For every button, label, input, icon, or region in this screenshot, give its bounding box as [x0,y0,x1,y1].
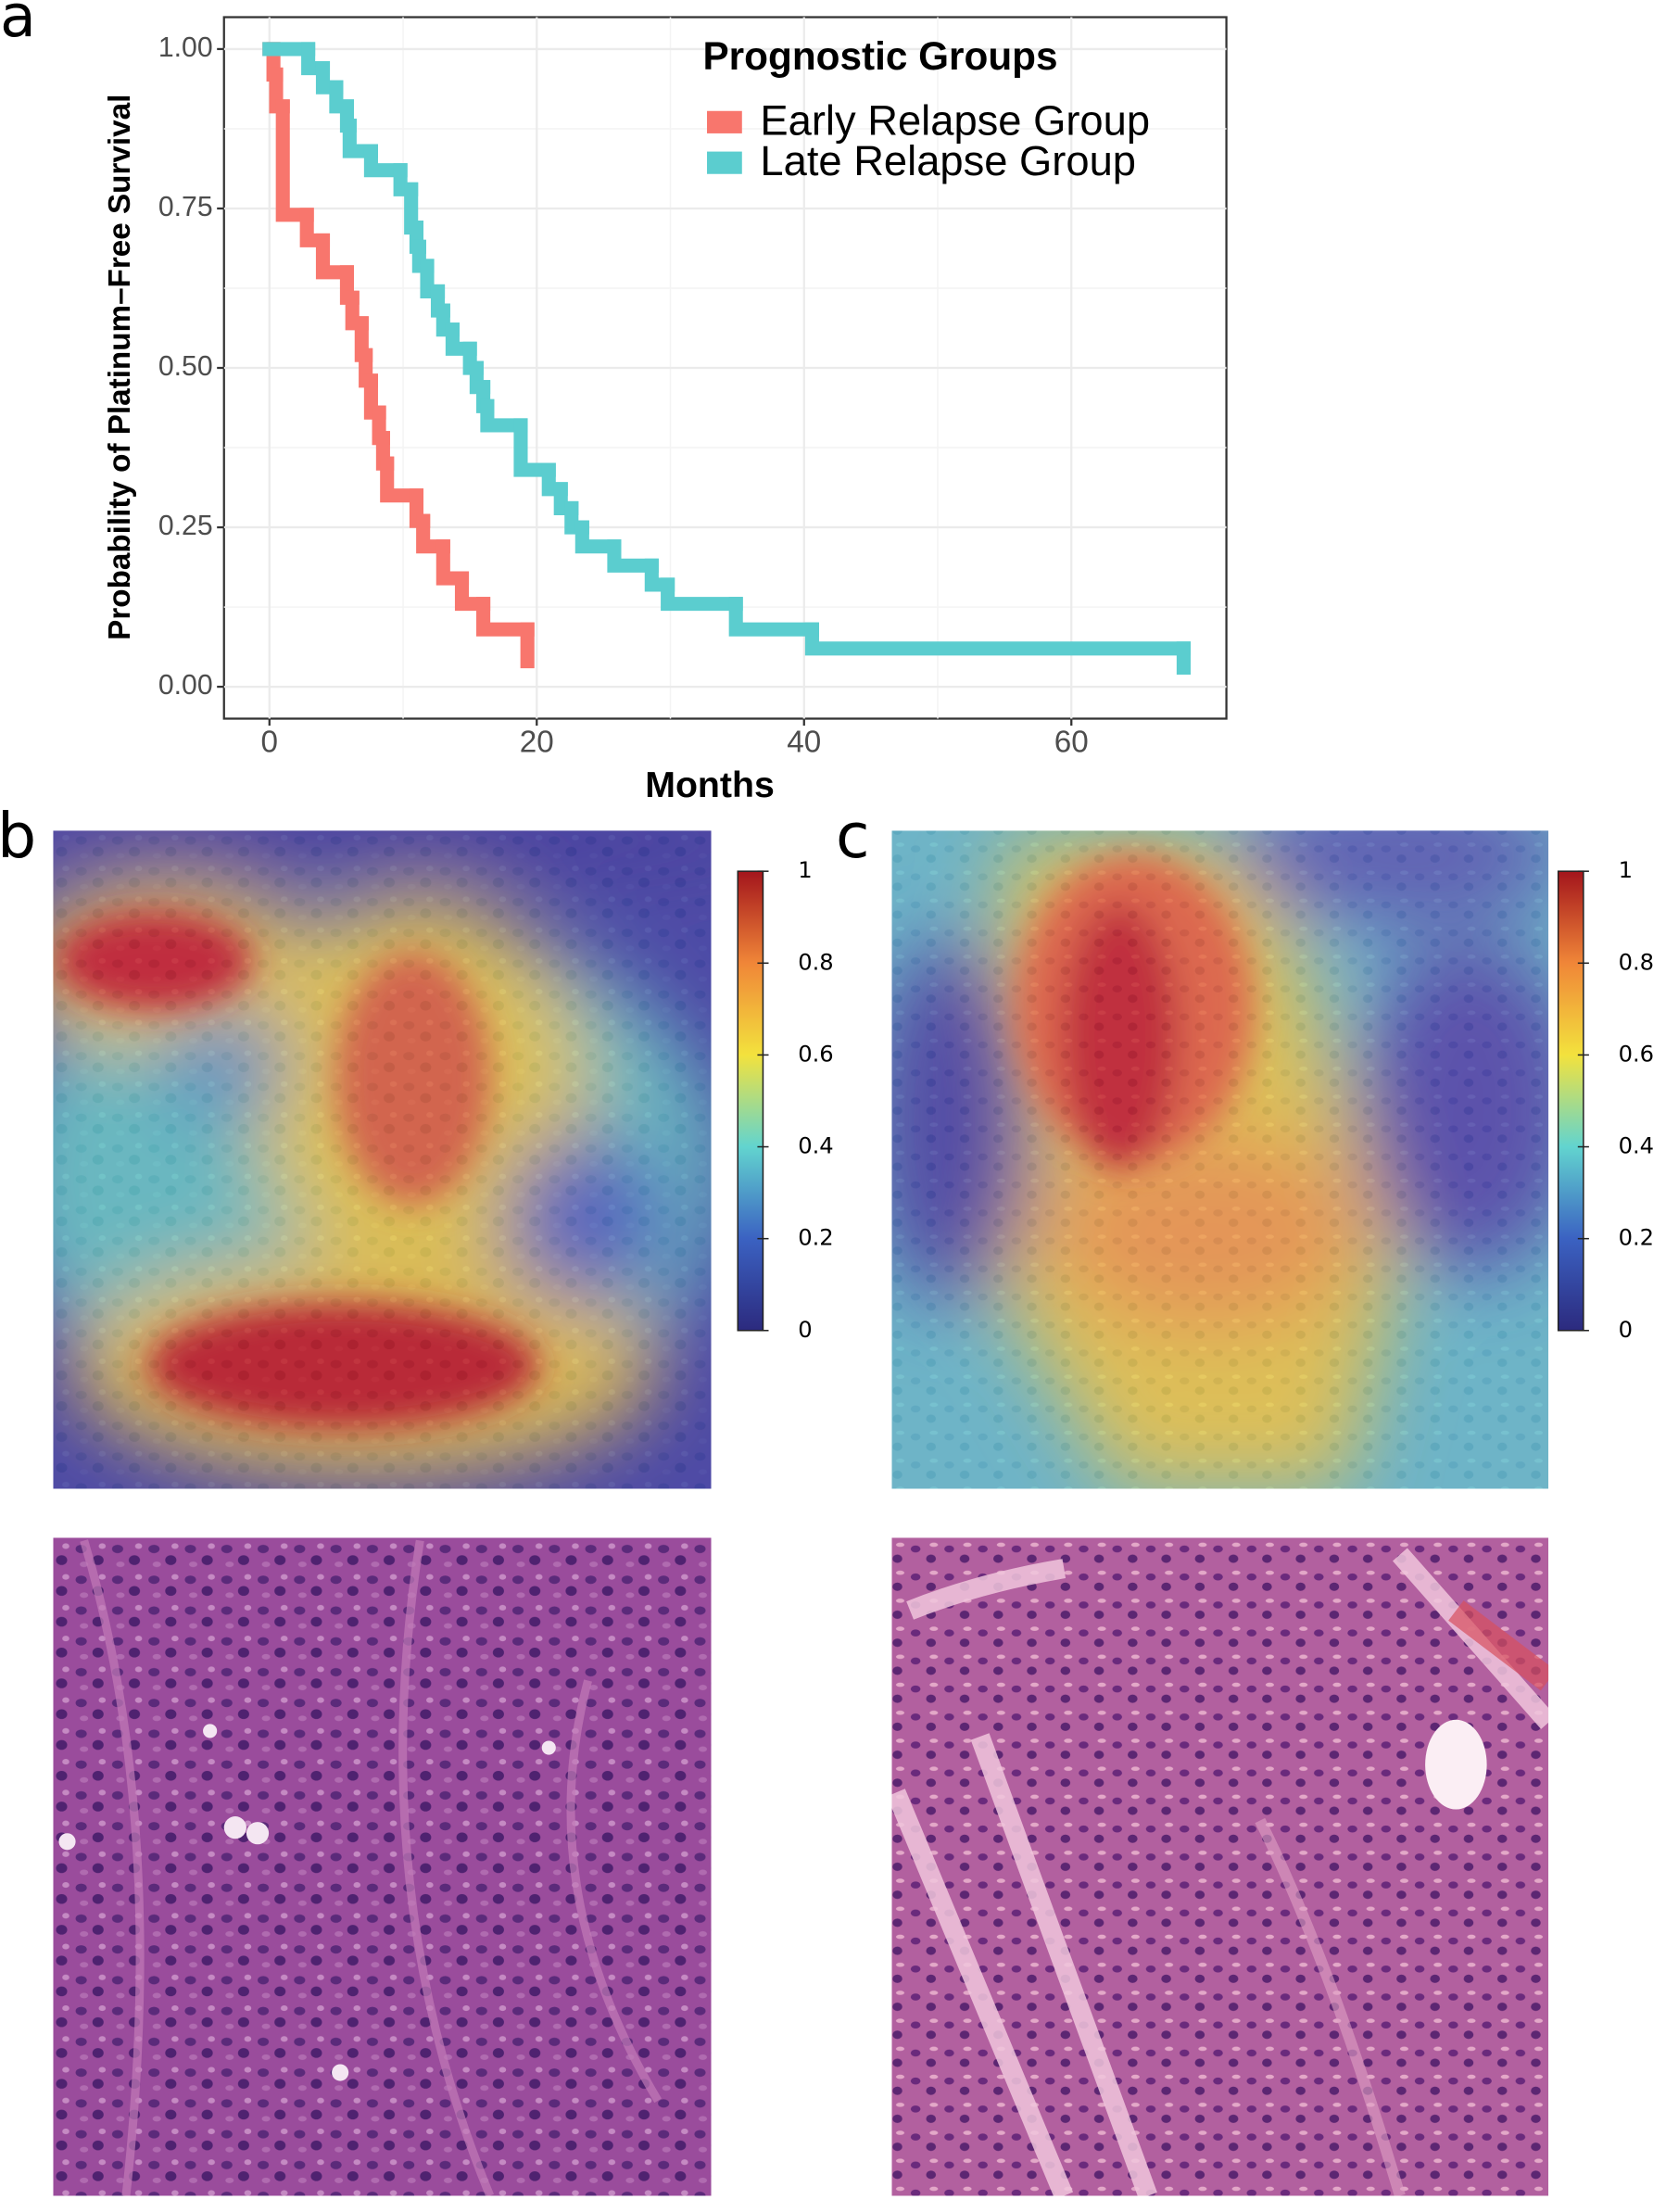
colorbar-tick-label: 0.4 [1619,1133,1654,1159]
survival-step [380,456,424,503]
colorbar-tick-label: 0.6 [798,1041,833,1067]
survival-step [804,622,1191,656]
y-tick-label: 0.75 [158,192,213,222]
heatmap-overlay [53,830,712,1489]
legend-label: Early Relapse Group [760,96,1150,144]
colorbar [737,870,764,1332]
legend-label: Late Relapse Group [760,137,1136,184]
histology-image [891,1537,1549,2196]
survival-step [342,118,378,158]
survival-step [476,597,535,637]
grid: 0.00 0.25 0.50 0.75 1.00 0 20 40 60 [158,17,1227,759]
y-tick-label: 0.00 [158,670,213,701]
survival-step [454,571,491,612]
colorbar-tick-label: 0 [798,1317,812,1343]
survival-step [513,418,556,477]
y-tick-label: 0.50 [158,351,213,382]
y-axis-label: Probability of Platinum–Free Survival [103,95,137,640]
x-axis-label: Months [645,765,775,805]
x-tick-label: 20 [520,725,554,759]
panel-label: b [0,800,36,872]
colorbar-tick-label: 0.8 [798,949,833,975]
survival-step [574,520,622,554]
colorbars: 0 0.2 0.4 0.6 0.8 1 0 0.2 0.4 0.6 0.8 1 [737,857,1654,1343]
colorbar-tick-label: 1 [1619,857,1633,883]
legend-swatch [707,110,742,133]
colorbar-tick-label: 0 [1619,1317,1633,1343]
survival-step [480,398,528,433]
x-tick-label: 40 [787,725,821,759]
colorbar-tick-label: 0.8 [1619,949,1654,975]
colorbar-tick-label: 0.2 [798,1225,833,1251]
survival-step [315,233,355,280]
histology-image [53,1537,712,2196]
survival-step [607,539,659,573]
survival-step [728,597,819,637]
panel-label: c [836,800,870,872]
survival-step [275,99,314,222]
panel-label: a [0,0,36,50]
colorbar [1557,870,1584,1332]
colorbar-tick-label: 0.6 [1619,1041,1654,1067]
data-layer: Prognostic Groups Early Relapse GroupLate… [262,34,1191,675]
colorbar-tick-label: 0.4 [798,1133,833,1159]
heatmap-overlay [891,830,1549,1489]
survival-step [363,144,408,178]
survival-step [661,577,743,612]
colorbar-tick-label: 1 [798,857,812,883]
x-tick-label: 60 [1054,725,1089,759]
x-tick-label: 0 [261,725,278,759]
legend-title: Prognostic Groups [702,34,1057,78]
legend-swatch [707,151,742,174]
y-tick-label: 0.25 [158,511,213,541]
colorbar-tick-label: 0.2 [1619,1225,1654,1251]
y-tick-label: 1.00 [158,32,213,63]
